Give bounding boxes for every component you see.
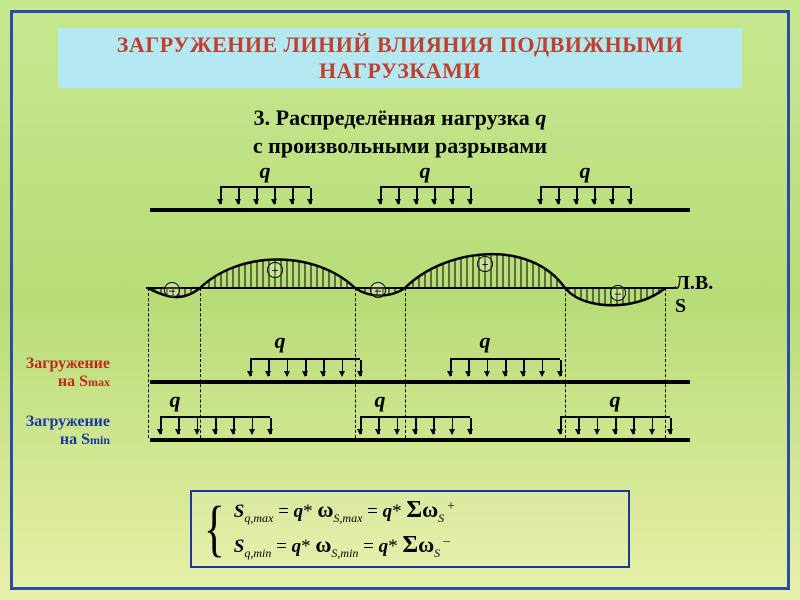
load-arrow-icon (416, 188, 418, 204)
formula-line-2: Sq,min = q* ωS,min = q* ΣωS – (234, 532, 455, 561)
load-arrow-icon (215, 418, 217, 434)
load-arrow-icon (594, 188, 596, 204)
subtitle-num: 3. (254, 105, 271, 130)
load-arrow-icon (360, 360, 362, 376)
subtitle-line2: с произвольными разрывами (253, 133, 547, 158)
load-arrow-icon (560, 418, 562, 434)
load-arrow-icon (470, 188, 472, 204)
load-arrow-icon (360, 418, 362, 434)
load-arrow-icon (287, 360, 289, 376)
influence-line (110, 240, 690, 310)
load-arrow-icon (576, 188, 578, 204)
load-arrow-icon (670, 418, 672, 434)
smax-label: Загружение на Smax (0, 355, 110, 390)
load-arrow-icon (305, 360, 307, 376)
load-arrow-icon (250, 360, 252, 376)
load-arrow-icon (450, 360, 452, 376)
subtitle: 3. Распределённая нагрузка q с произволь… (0, 104, 800, 159)
load-arrow-icon (542, 360, 544, 376)
load-arrow-icon (256, 188, 258, 204)
load-arrow-icon (434, 188, 436, 204)
load-arrow-icon (380, 188, 382, 204)
load-arrow-icon (487, 360, 489, 376)
load-arrow-icon (452, 418, 454, 434)
formula-box: { Sq,max = q* ωS,max = q* ΣωS + Sq,min =… (190, 490, 630, 568)
load-arrow-icon (597, 418, 599, 434)
load-arrow-icon (452, 188, 454, 204)
load-arrow-icon (268, 360, 270, 376)
brace-icon: { (198, 490, 227, 568)
load-arrow-group (380, 186, 470, 208)
load-arrow-icon (505, 360, 507, 376)
lv-label: Л.В. S (675, 272, 713, 318)
load-arrow-icon (270, 418, 272, 434)
load-arrow-group (250, 358, 360, 380)
title-bar: ЗАГРУЖЕНИЕ ЛИНИЙ ВЛИЯНИЯ ПОДВИЖНЫМИ НАГР… (58, 28, 742, 88)
plus-icon: + (267, 262, 283, 278)
load-arrow-group (540, 186, 630, 208)
load-arrow-icon (615, 418, 617, 434)
diagram: q q q + + – – – Л.В. S q q q q q (110, 160, 710, 470)
load-arrow-group (560, 416, 670, 438)
load-arrow-group (220, 186, 310, 208)
subtitle-q: q (535, 105, 546, 130)
load-arrow-icon (523, 360, 525, 376)
load-arrow-icon (468, 360, 470, 376)
load-arrow-icon (197, 418, 199, 434)
load-arrow-group (360, 416, 470, 438)
load-arrow-icon (560, 360, 562, 376)
load-arrow-icon (233, 418, 235, 434)
load-arrow-icon (378, 418, 380, 434)
q-label-bot-2: q (375, 387, 386, 413)
q-label-top-3: q (580, 158, 591, 184)
minus-icon: – (164, 282, 180, 298)
beam-top (150, 208, 690, 212)
beam-mid (150, 380, 690, 384)
dash-line (148, 288, 149, 438)
load-arrow-icon (558, 188, 560, 204)
load-arrow-icon (310, 188, 312, 204)
q-label-bot-3: q (610, 387, 621, 413)
smin-label: Загружение на Smin (0, 413, 110, 448)
load-arrow-icon (323, 360, 325, 376)
load-arrow-icon (630, 188, 632, 204)
load-arrow-icon (540, 188, 542, 204)
q-label-mid-1: q (275, 328, 286, 354)
load-arrow-icon (397, 418, 399, 434)
load-arrow-icon (220, 188, 222, 204)
q-label-top-1: q (260, 158, 271, 184)
load-arrow-icon (612, 188, 614, 204)
load-arrow-group (160, 416, 270, 438)
minus-icon: – (370, 282, 386, 298)
title-text: ЗАГРУЖЕНИЕ ЛИНИЙ ВЛИЯНИЯ ПОДВИЖНЫМИ НАГР… (58, 32, 742, 85)
minus-icon: – (610, 285, 626, 301)
load-arrow-icon (652, 418, 654, 434)
load-arrow-icon (274, 188, 276, 204)
load-arrow-icon (178, 418, 180, 434)
load-arrow-icon (238, 188, 240, 204)
plus-icon: + (477, 256, 493, 272)
load-arrow-icon (433, 418, 435, 434)
load-arrow-icon (160, 418, 162, 434)
load-arrow-icon (470, 418, 472, 434)
load-arrow-icon (633, 418, 635, 434)
q-label-top-2: q (420, 158, 431, 184)
load-arrow-icon (415, 418, 417, 434)
formula-lines: Sq,max = q* ωS,max = q* ΣωS + Sq,min = q… (234, 497, 455, 561)
formula-line-1: Sq,max = q* ωS,max = q* ΣωS + (234, 497, 455, 526)
load-arrow-icon (398, 188, 400, 204)
load-arrow-icon (252, 418, 254, 434)
subtitle-line1: Распределённая нагрузка (276, 105, 536, 130)
q-label-mid-2: q (480, 328, 491, 354)
load-arrow-icon (292, 188, 294, 204)
q-label-bot-1: q (170, 387, 181, 413)
load-arrow-group (450, 358, 560, 380)
load-arrow-icon (578, 418, 580, 434)
load-arrow-icon (342, 360, 344, 376)
beam-bot (150, 438, 690, 442)
